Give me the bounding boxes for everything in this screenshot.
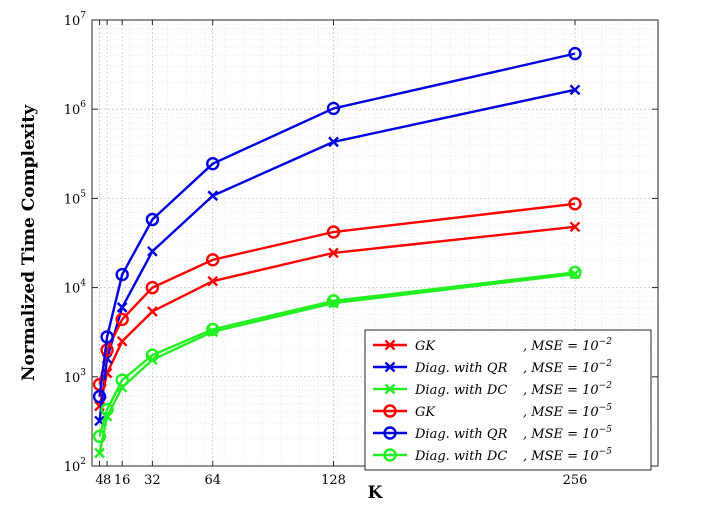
legend-label-suffix: , MSE = 10−2	[523, 359, 612, 376]
legend-label: Diag. with QR	[414, 361, 508, 376]
legend-label: Diag. with DC	[414, 383, 507, 398]
legend-label: GK	[415, 405, 436, 420]
data-point	[569, 221, 581, 233]
legend-label-suffix: , MSE = 10−5	[523, 403, 612, 420]
legend-swatch-marker	[383, 448, 397, 462]
y-tick-label: 106	[64, 100, 87, 118]
data-point	[116, 302, 128, 313]
data-point	[326, 101, 341, 116]
data-point	[328, 136, 339, 148]
series-line	[98, 271, 576, 437]
data-point	[569, 84, 581, 96]
data-point	[145, 348, 160, 362]
x-tick-label: 128	[321, 473, 346, 488]
data-point	[92, 429, 107, 444]
series-6	[92, 265, 582, 444]
series-layer	[92, 46, 582, 459]
data-point	[115, 312, 129, 327]
x-tick-label: 16	[114, 473, 131, 488]
legend-label: GK	[415, 339, 436, 354]
data-point	[326, 225, 341, 239]
y-tick-label: 104	[64, 279, 87, 297]
y-tick-label: 103	[64, 368, 87, 386]
data-point	[115, 373, 129, 387]
data-point	[147, 245, 158, 257]
series-line	[98, 202, 576, 385]
x-axis-title: K	[368, 483, 384, 503]
data-point	[206, 322, 220, 337]
x-tick-label: 32	[144, 473, 161, 488]
legend-item: GK , MSE = 10−5	[373, 403, 612, 420]
legend-swatch-marker	[384, 361, 396, 373]
legend-label: Diag. with DC	[414, 449, 507, 464]
legend-swatch-marker	[383, 426, 397, 440]
x-tick-label: 4	[95, 473, 103, 488]
data-point	[116, 335, 128, 347]
legend-item: GK , MSE = 10−2	[373, 337, 612, 354]
data-point	[100, 402, 114, 417]
data-point	[115, 267, 129, 282]
legend-box	[364, 329, 652, 471]
legend-label-suffix: , MSE = 10−5	[523, 447, 612, 464]
data-point	[145, 212, 160, 227]
series-5	[92, 46, 582, 404]
data-point	[100, 330, 114, 344]
data-point	[92, 389, 107, 404]
legend-item: Diag. with DC , MSE = 10−5	[373, 447, 612, 464]
y-axis-title: Normalized Time Complexity	[19, 104, 39, 381]
legend-swatch-marker	[384, 383, 396, 395]
x-tick-label: 64	[204, 473, 221, 488]
legend-label-suffix: , MSE = 10−2	[523, 337, 612, 354]
legend-label: Diag. with QR	[414, 427, 508, 442]
x-tick-label: 8	[103, 473, 111, 488]
legend-item: Diag. with QR , MSE = 10−5	[373, 425, 612, 442]
y-tick-label: 102	[64, 457, 86, 475]
legend-label-suffix: , MSE = 10−2	[523, 381, 612, 398]
x-tick-label: 256	[563, 473, 588, 488]
data-point	[568, 46, 582, 61]
data-point	[568, 265, 582, 280]
y-axis-ticks: 102 103 104 105 106 107	[64, 11, 658, 475]
legend-label-suffix: , MSE = 10−5	[523, 425, 612, 442]
data-point	[206, 253, 220, 267]
x-axis-ticks: 4 8 16 32 64 128 256	[95, 20, 587, 488]
data-point	[147, 306, 158, 317]
data-point	[207, 190, 219, 202]
data-point	[207, 275, 219, 287]
data-point	[206, 156, 220, 171]
legend-swatch-marker	[383, 404, 397, 418]
legend-item: Diag. with QR , MSE = 10−2	[373, 359, 612, 376]
data-point	[145, 280, 160, 295]
data-point	[94, 447, 105, 459]
data-point	[568, 197, 582, 211]
y-tick-label: 105	[64, 189, 87, 207]
data-point	[328, 247, 339, 259]
legend-item: Diag. with DC , MSE = 10−2	[373, 381, 612, 398]
legend-swatch-marker	[384, 339, 396, 351]
y-tick-label: 107	[64, 11, 87, 29]
data-point	[326, 294, 341, 308]
series-line	[98, 52, 576, 397]
